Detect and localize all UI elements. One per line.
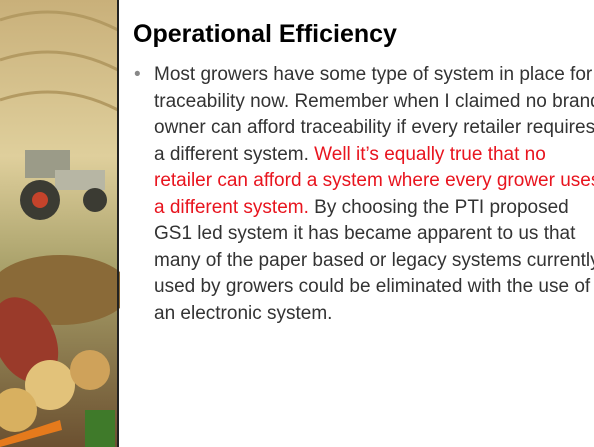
slide: Operational Efficiency •Most growers hav… — [0, 0, 594, 447]
title: Operational Efficiency — [133, 20, 397, 49]
bullet: •Most growers have some type of system i… — [134, 62, 594, 327]
bullet-dot: • — [134, 62, 141, 89]
side-image — [0, 0, 120, 447]
